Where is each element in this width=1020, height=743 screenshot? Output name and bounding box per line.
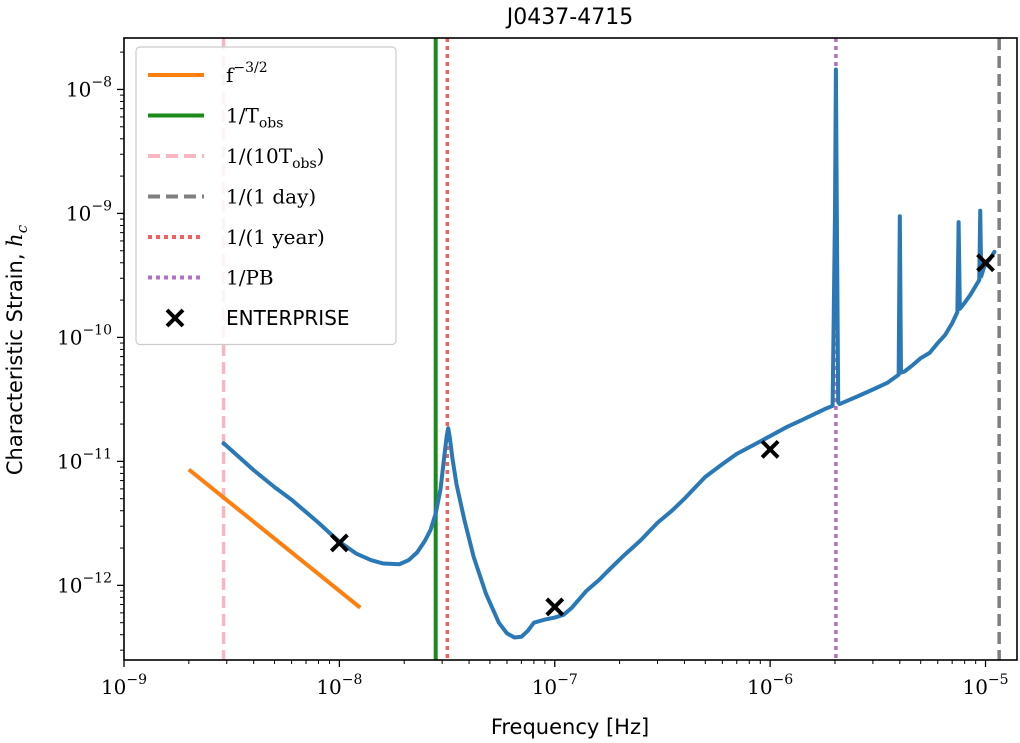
x-tick-label: 10−5 [962, 672, 1008, 699]
legend-label-tobs10: 1/(10Tobs) [226, 144, 324, 172]
plot-area [187, 38, 1001, 660]
y-axis-label-symbol: h [3, 233, 27, 247]
legend-item-enterprise: ENTERPRISE [165, 306, 350, 330]
y-tick-label: 10−9 [66, 198, 112, 225]
x-tick-label: 10−8 [316, 672, 362, 699]
legend-marker-enterprise [165, 308, 185, 328]
y-axis-ticks: 10−12 10−11 10−10 10−9 10−8 [57, 51, 124, 651]
x-tick-label: 10−9 [101, 672, 147, 699]
legend-item-tobs: 1/Tobs [148, 104, 283, 132]
legend-item-pb: 1/PB [148, 266, 274, 290]
legend-label-year: 1/(1 year) [226, 225, 325, 249]
y-tick-label: 10−11 [57, 446, 112, 473]
enterprise-point [760, 439, 780, 459]
powerlaw-line [187, 467, 362, 610]
legend-label-day: 1/(1 day) [226, 185, 316, 209]
legend-item-powerlaw: f−3/2 [148, 60, 268, 87]
legend-item-day: 1/(1 day) [148, 185, 316, 209]
chart-title: J0437-4715 [505, 5, 633, 30]
y-axis-label-subscript: c [13, 224, 31, 233]
series-group [187, 67, 997, 640]
x-tick-label: 10−6 [747, 672, 793, 699]
x-tick-label: 10−7 [532, 672, 578, 699]
y-axis-label-text: Characteristic Strain, [3, 247, 27, 475]
x-axis-label: Frequency [Hz] [491, 715, 649, 739]
enterprise-point [545, 597, 565, 617]
legend-label-pb: 1/PB [226, 266, 274, 290]
legend-item-tobs10: 1/(10Tobs) [148, 144, 324, 172]
y-tick-label: 10−8 [66, 74, 112, 101]
legend-item-year: 1/(1 year) [148, 225, 325, 249]
reference-lines [221, 38, 1001, 660]
y-tick-label: 10−12 [57, 570, 112, 597]
legend: f−3/2 1/Tobs 1/(10Tobs) 1/(1 day) 1/(1 year)… [135, 46, 397, 346]
legend-box [135, 46, 397, 346]
y-tick-label: 10−10 [57, 322, 112, 349]
y-axis-label: Characteristic Strain, hc [3, 224, 31, 475]
x-axis-ticks: 10−9 10−8 10−7 10−6 10−5 [101, 660, 1009, 699]
enterprise-markers [329, 253, 995, 617]
enterprise-point [329, 533, 349, 553]
legend-label-tobs: 1/Tobs [226, 104, 283, 132]
enterprise-point [976, 253, 995, 273]
legend-label-powerlaw: f−3/2 [226, 60, 268, 87]
legend-label-enterprise: ENTERPRISE [226, 306, 350, 330]
strain-curve [221, 67, 997, 640]
